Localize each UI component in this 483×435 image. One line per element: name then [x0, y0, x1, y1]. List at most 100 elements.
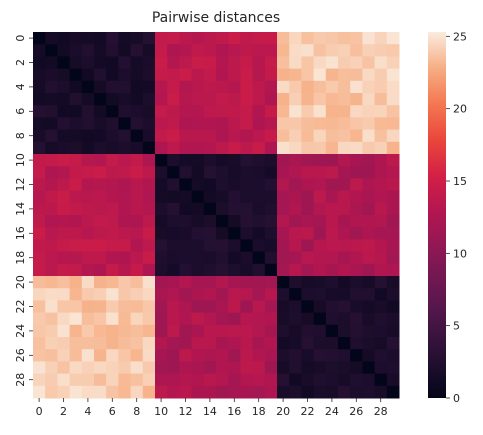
heatmap-cell — [301, 300, 315, 314]
heatmap-cell — [264, 288, 278, 301]
heatmap-cell — [216, 251, 229, 265]
heatmap-cell — [69, 239, 83, 253]
heatmap-cell — [45, 288, 58, 301]
y-tick-label: 14 — [14, 202, 27, 216]
heatmap-cell — [313, 202, 327, 216]
heatmap-cell — [69, 251, 83, 265]
heatmap-cell — [118, 32, 132, 45]
heatmap-cell — [69, 105, 83, 118]
heatmap-cell — [277, 154, 290, 167]
heatmap-cell — [240, 361, 254, 375]
heatmap-cell — [94, 373, 107, 387]
heatmap-cell — [362, 68, 376, 82]
heatmap-cell — [386, 44, 400, 57]
heatmap-cell — [81, 178, 95, 192]
heatmap-cell — [228, 166, 241, 179]
heatmap-cell — [313, 56, 327, 70]
heatmap-cell — [277, 349, 290, 362]
heatmap-cell — [94, 44, 107, 57]
heatmap-cell — [301, 385, 315, 399]
heatmap-cell — [338, 178, 351, 192]
heatmap-cell — [179, 166, 193, 179]
heatmap-cell — [252, 68, 266, 82]
heatmap-cell — [191, 166, 205, 179]
heatmap-cell — [228, 32, 241, 45]
heatmap-cell — [277, 44, 290, 57]
heatmap-cell — [57, 263, 71, 277]
heatmap-cell — [81, 312, 95, 326]
heatmap-cell — [240, 105, 254, 118]
heatmap-cell — [228, 385, 241, 399]
heatmap-cell — [277, 190, 290, 204]
heatmap-cell — [81, 190, 95, 204]
heatmap-cell — [313, 154, 327, 167]
heatmap-cell — [301, 251, 315, 265]
heatmap-cell — [289, 117, 302, 131]
heatmap-cell — [57, 44, 71, 57]
heatmap-cell — [289, 361, 302, 375]
heatmap-cell — [106, 385, 119, 399]
y-tick-label: 8 — [14, 132, 27, 139]
heatmap-cell — [57, 117, 71, 131]
heatmap-cell — [228, 349, 241, 362]
heatmap-cell — [118, 44, 132, 57]
heatmap-cell — [57, 190, 71, 204]
heatmap-cell — [216, 105, 229, 118]
heatmap-cell — [191, 32, 205, 45]
heatmap-cell — [130, 288, 144, 301]
heatmap-cell — [130, 117, 144, 131]
heatmap-cell — [69, 44, 83, 57]
heatmap-cell — [313, 373, 327, 387]
heatmap-cell — [142, 312, 156, 326]
heatmap-cell — [167, 105, 180, 118]
heatmap-cell — [228, 202, 241, 216]
heatmap-cell — [81, 385, 95, 399]
heatmap-cell — [252, 385, 266, 399]
heatmap-cell — [313, 44, 327, 57]
heatmap-cell — [142, 263, 156, 277]
heatmap-cell — [118, 300, 132, 314]
heatmap-cell — [277, 373, 290, 387]
heatmap-cell — [142, 337, 156, 350]
heatmap-cell — [45, 166, 58, 179]
heatmap-cell — [106, 190, 119, 204]
heatmap-cell — [167, 166, 180, 179]
heatmap-cell — [118, 349, 132, 362]
heatmap-cell — [216, 337, 229, 350]
heatmap-cell — [191, 80, 205, 94]
heatmap-cell — [106, 227, 119, 240]
heatmap-cell — [301, 154, 315, 167]
heatmap-cell — [240, 276, 254, 289]
x-tick-label: 16 — [227, 405, 241, 418]
heatmap-cell — [155, 361, 168, 375]
heatmap-cell — [118, 166, 132, 179]
heatmap-cell — [289, 385, 302, 399]
heatmap-cell — [45, 202, 58, 216]
heatmap-cell — [106, 202, 119, 216]
heatmap-cell — [386, 361, 400, 375]
heatmap-cell — [130, 141, 144, 155]
heatmap-cell — [45, 251, 58, 265]
heatmap-cell — [228, 312, 241, 326]
heatmap-cell — [191, 202, 205, 216]
heatmap-cell — [118, 68, 132, 82]
heatmap-cell — [45, 93, 58, 106]
heatmap-cell — [301, 349, 315, 362]
heatmap-cell — [374, 215, 388, 228]
heatmap-cell — [362, 373, 376, 387]
heatmap-cell — [106, 337, 119, 350]
heatmap-cell — [338, 129, 351, 143]
heatmap-cell — [179, 215, 193, 228]
heatmap-cell — [130, 215, 144, 228]
heatmap-cell — [179, 251, 193, 265]
heatmap-cell — [179, 105, 193, 118]
heatmap-cell — [350, 154, 363, 167]
heatmap-cell — [313, 324, 327, 338]
heatmap-cell — [81, 251, 95, 265]
heatmap-cell — [374, 141, 388, 155]
heatmap-cell — [301, 337, 315, 350]
heatmap-cell — [203, 251, 217, 265]
heatmap-cell — [313, 32, 327, 45]
heatmap-cell — [362, 44, 376, 57]
heatmap-cell — [264, 154, 278, 167]
